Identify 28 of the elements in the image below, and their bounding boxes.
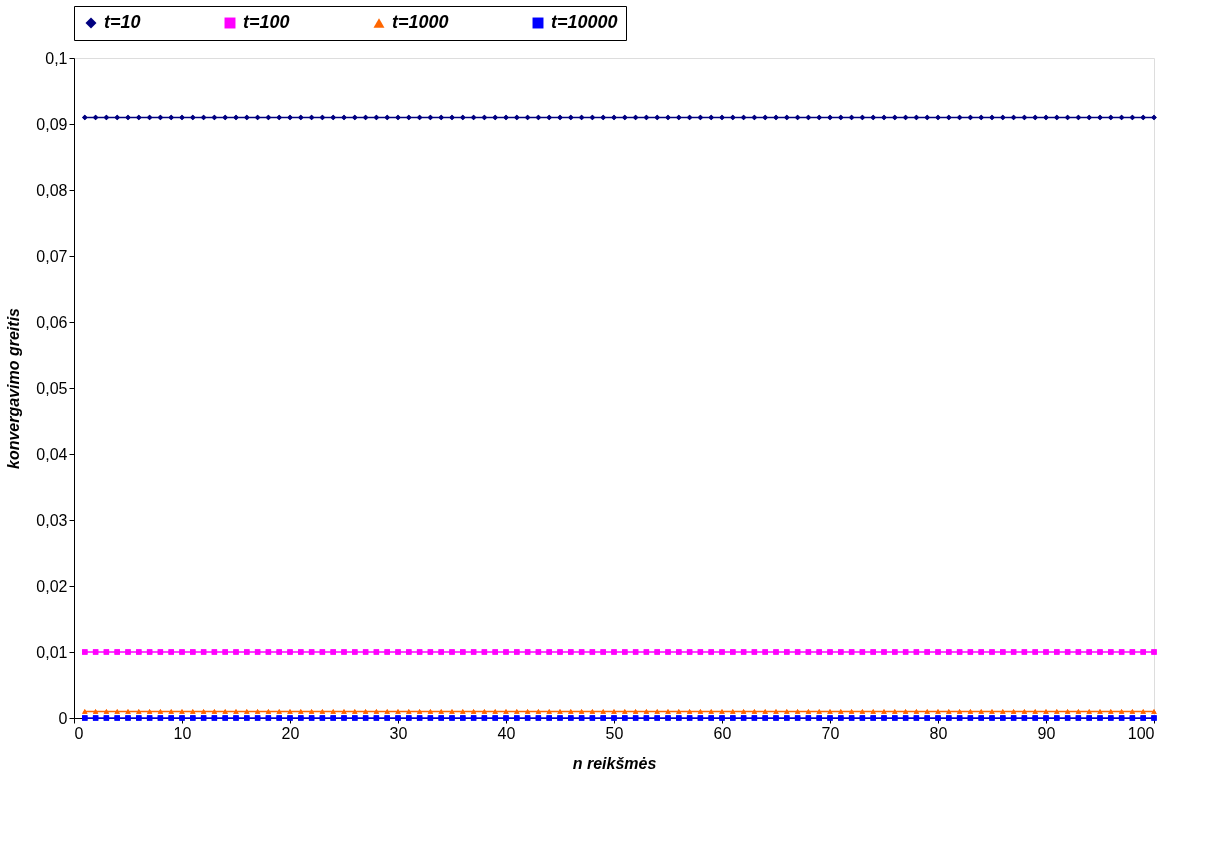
y-axis-title: konvergavimo greitis — [5, 307, 23, 469]
y-tick-label: 0,1 — [45, 49, 68, 67]
y-tick-label: 0,08 — [36, 181, 68, 199]
x-tick-label: 80 — [929, 724, 948, 742]
x-tick-label: 90 — [1037, 724, 1056, 742]
legend-label: t=100 — [243, 12, 290, 32]
x-tick-label: 10 — [173, 724, 192, 742]
x-tick-label: 30 — [389, 724, 408, 742]
y-tick-label: 0,04 — [36, 445, 68, 463]
x-axis-title: n reikšmės — [572, 754, 657, 772]
legend-label: t=1000 — [392, 12, 449, 32]
y-tick-label: 0,02 — [36, 577, 68, 595]
x-tick-label: 0 — [74, 724, 84, 742]
y-tick-label: 0,05 — [36, 379, 68, 397]
x-tick-label: 70 — [821, 724, 840, 742]
legend-label: t=10 — [104, 12, 141, 32]
y-tick-label: 0,01 — [36, 643, 68, 661]
y-tick-label: 0,06 — [36, 313, 68, 331]
y-tick-label: 0,03 — [36, 511, 68, 529]
y-tick-label: 0,09 — [36, 115, 68, 133]
y-tick-label: 0 — [58, 709, 68, 727]
legend-label: t=10000 — [551, 12, 618, 32]
x-tick-label: 50 — [605, 724, 624, 742]
x-tick-label: 40 — [497, 724, 516, 742]
x-tick-label: 60 — [713, 724, 732, 742]
y-tick-label: 0,07 — [36, 247, 68, 265]
x-tick-label: 20 — [281, 724, 300, 742]
x-tick-label: 100 — [1127, 724, 1155, 742]
